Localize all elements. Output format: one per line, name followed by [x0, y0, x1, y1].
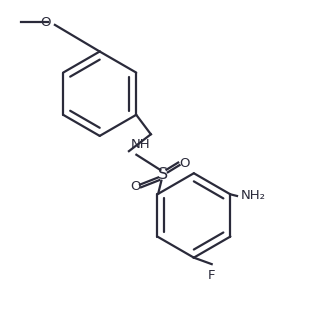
- Text: O: O: [40, 16, 51, 29]
- Text: NH₂: NH₂: [241, 189, 266, 202]
- Text: O: O: [179, 157, 189, 170]
- Text: F: F: [208, 269, 215, 282]
- Text: NH: NH: [130, 138, 150, 150]
- Text: O: O: [130, 180, 141, 193]
- Text: S: S: [158, 167, 168, 182]
